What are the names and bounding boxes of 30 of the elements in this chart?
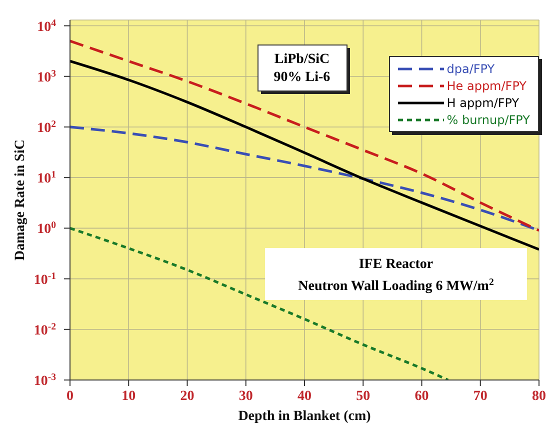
x-tick-label: 70 (473, 389, 488, 404)
annotation: 90% Li-6 (274, 70, 330, 85)
y-tick-label: 10$^{-3}$ (34, 372, 56, 389)
x-tick-label: 0 (66, 389, 74, 404)
x-axis-title: Depth in Blanket (cm) (238, 409, 372, 424)
y-tick-label: 10$^{2}$ (37, 118, 56, 136)
x-tick-label: 30 (238, 389, 253, 404)
y-tick-label: 10$^{1}$ (37, 169, 56, 187)
y-tick-label: 10$^{3}$ (37, 68, 56, 86)
legend-label: He appm/FPY (446, 78, 526, 92)
line-series (70, 40, 539, 232)
x-tick-label: 60 (414, 389, 429, 404)
annotation: IFE Reactor (358, 257, 434, 272)
x-tick-label: 50 (356, 389, 370, 404)
text-box: IFE Reactor Neutron Wall Loading 6 MW/m$^{2}$ (265, 248, 527, 300)
y-tick-label: 10$^{4}$ (37, 17, 56, 35)
legend-label: H appm/FPY (446, 96, 520, 110)
legend-label: % burnup/FPY (446, 112, 530, 126)
y-tick-label: 10$^{-1}$ (34, 270, 56, 288)
y-axis-title: Damage Rate in SiC (13, 140, 28, 260)
annotation: LiPb/SiC (274, 52, 330, 67)
x-tick-label: 80 (532, 389, 546, 404)
x-tick-label: 10 (122, 389, 136, 404)
text-box: LiPb/SiC 90% Li-6 (258, 44, 350, 94)
legend-label: dpa/FPY (446, 62, 495, 76)
y-tick-label: 10$^{-2}$ (34, 320, 56, 338)
annotation: Neutron Wall Loading 6 MW/m$^{2}$ (298, 276, 494, 294)
x-tick-label: 40 (298, 389, 312, 404)
x-tick-label: 20 (180, 389, 194, 404)
y-tick-label: 10$^{0}$ (37, 220, 56, 238)
